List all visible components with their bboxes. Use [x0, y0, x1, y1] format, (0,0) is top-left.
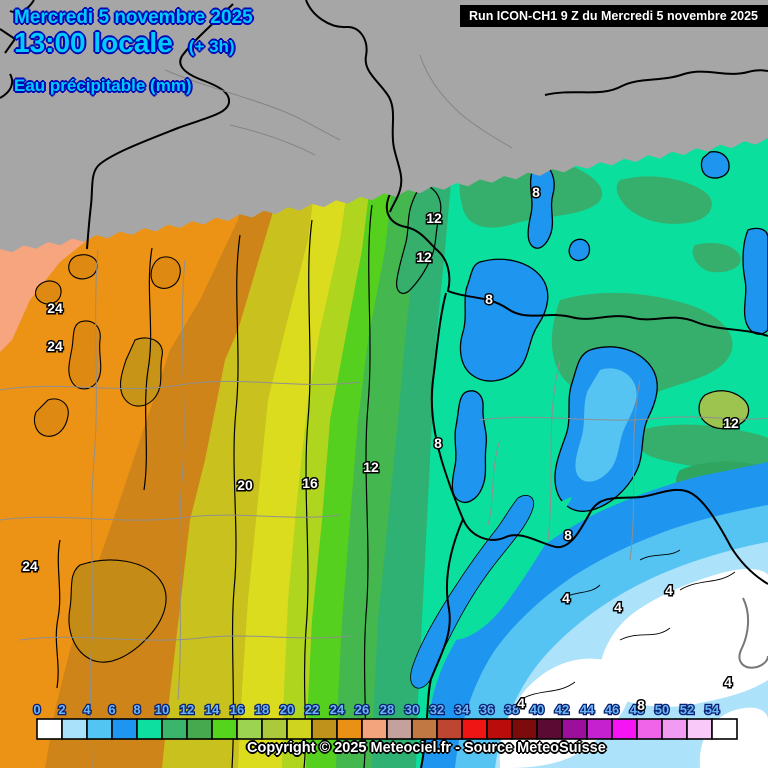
scale-cell	[336, 718, 363, 740]
value-contours	[55, 204, 373, 768]
map-value-label: 4	[724, 674, 732, 690]
map-value-label: 4	[614, 599, 622, 615]
time-title: 13:00 locale (+ 3h)	[14, 27, 235, 59]
copyright-text: Copyright © 2025 Meteociel.fr - Source M…	[247, 740, 606, 756]
scale-cell	[86, 718, 113, 740]
scale-cell	[111, 718, 138, 740]
scale-cell	[461, 718, 488, 740]
scale-tick: 10	[155, 702, 169, 717]
scale-tick: 52	[680, 702, 694, 717]
scale-tick: 26	[355, 702, 369, 717]
date-title: Mercredi 5 novembre 2025	[14, 7, 253, 28]
map-value-label: 24	[22, 558, 38, 574]
band-salmon	[0, 233, 96, 352]
map-value-label: 12	[416, 249, 432, 265]
scale-cell	[686, 718, 713, 740]
scale-cell	[486, 718, 513, 740]
scale-cell	[211, 718, 238, 740]
map-value-label: 4	[562, 590, 570, 606]
coastlines-gray-zone	[0, 0, 768, 250]
scale-tick: 34	[455, 702, 470, 717]
blue-patch-inner	[575, 368, 637, 482]
model-run-info: Run ICON-CH1 9 Z du Mercredi 5 novembre …	[460, 5, 768, 27]
scale-cell	[511, 718, 538, 740]
scale-tick: 0	[33, 702, 40, 717]
scale-tick: 54	[705, 702, 720, 717]
alps-region	[420, 462, 768, 768]
scale-tick: 46	[605, 702, 619, 717]
scale-cell	[561, 718, 588, 740]
jura-ridge	[410, 495, 535, 689]
scale-tick: 24	[330, 702, 345, 717]
scale-cell	[436, 718, 463, 740]
scale-cell	[136, 718, 163, 740]
scale-cell	[611, 718, 638, 740]
regional-borders	[0, 249, 768, 768]
scale-cell	[711, 718, 738, 740]
scale-tick: 8	[133, 702, 140, 717]
scale-cell	[536, 718, 563, 740]
map-value-label: 24	[47, 338, 63, 354]
scale-tick: 18	[255, 702, 269, 717]
scale-tick: 50	[655, 702, 669, 717]
map-value-label: 12	[363, 459, 379, 475]
scale-cell	[36, 718, 63, 740]
scale-cell	[61, 718, 88, 740]
scale-tick: 16	[230, 702, 244, 717]
scale-tick: 12	[180, 702, 194, 717]
no-data-region	[0, 0, 768, 253]
scale-cell	[311, 718, 338, 740]
scale-cell	[636, 718, 663, 740]
scale-cell	[161, 718, 188, 740]
map-value-label: 8	[637, 697, 645, 713]
map-value-label: 12	[723, 415, 739, 431]
scale-cell	[386, 718, 413, 740]
scale-cell	[286, 718, 313, 740]
scale-tick: 20	[280, 702, 294, 717]
forecast-offset: (+ 3h)	[188, 37, 235, 56]
map-value-label: 8	[564, 527, 572, 543]
scale-tick: 30	[405, 702, 419, 717]
scale-tick: 2	[58, 702, 65, 717]
map-value-label: 8	[485, 291, 493, 307]
map-value-label: 20	[237, 477, 253, 493]
contour-patch-12	[396, 184, 442, 294]
map-value-label: 4	[517, 695, 525, 711]
scale-cell	[411, 718, 438, 740]
scale-tick: 48	[630, 702, 644, 717]
scale-tick: 6	[108, 702, 115, 717]
scale-tick: 4	[83, 702, 91, 717]
scale-tick: 40	[530, 702, 544, 717]
map-value-label: 16	[302, 475, 318, 491]
map-value-label: 24	[47, 300, 63, 316]
scale-cell	[236, 718, 263, 740]
scale-tick: 14	[205, 702, 220, 717]
national-borders	[385, 193, 768, 768]
variable-label: Eau précipitable (mm)	[14, 76, 192, 95]
scale-cell	[186, 718, 213, 740]
map-value-label: 4	[665, 582, 673, 598]
scale-tick: 42	[555, 702, 569, 717]
scale-tick: 36	[480, 702, 494, 717]
map-value-label: 12	[426, 210, 442, 226]
borders-gray-zone	[164, 54, 513, 156]
scale-tick: 38	[505, 702, 519, 717]
scale-cell	[261, 718, 288, 740]
map-value-label: 8	[434, 435, 442, 451]
scale-cell	[361, 718, 388, 740]
contour-patches-west	[33, 254, 181, 663]
scale-cell	[661, 718, 688, 740]
border-italy	[738, 597, 768, 669]
local-time: 13:00 locale	[14, 27, 173, 58]
scale-tick: 32	[430, 702, 444, 717]
color-scale: 0 2 4 6 8 10 12 14 16 18 20 22 24 26 28 30 32 34 36 38 40 42 4…	[32, 701, 738, 740]
scale-cell	[586, 718, 613, 740]
map-value-label: 8	[532, 184, 540, 200]
scale-tick: 44	[580, 702, 595, 717]
scale-tick: 28	[380, 702, 394, 717]
scale-tick: 22	[305, 702, 319, 717]
